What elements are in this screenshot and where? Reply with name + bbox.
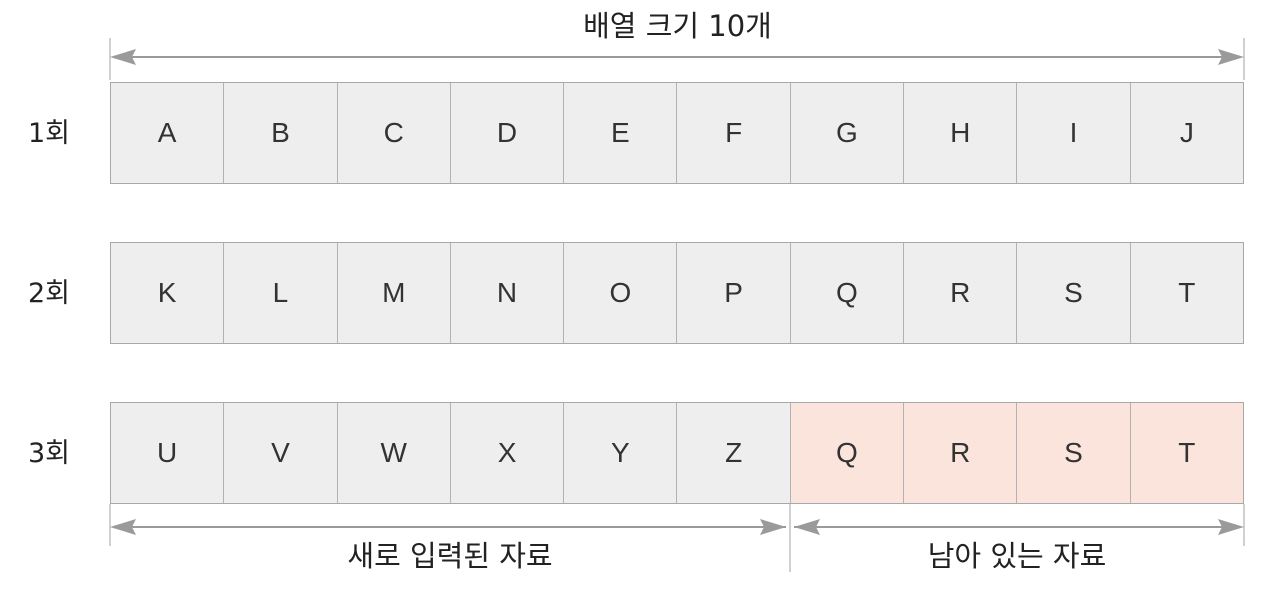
array-cell: M: [337, 243, 451, 343]
array-size-arrow: [109, 38, 1245, 80]
array-cell: U: [111, 403, 225, 503]
remaining-data-label: 남아 있는 자료: [927, 539, 1107, 573]
row-label-1: 1회: [28, 118, 71, 149]
array-cell: Y: [564, 403, 678, 503]
array-cell: H: [904, 83, 1018, 183]
array-cell: V: [224, 403, 338, 503]
array-cell: O: [564, 243, 678, 343]
array-row-2: K L M N O P Q R S T: [110, 242, 1244, 344]
array-row-3: U V W X Y Z Q R S T: [110, 402, 1244, 504]
array-cell: C: [337, 83, 451, 183]
array-cell: I: [1017, 83, 1131, 183]
array-cell: F: [677, 83, 791, 183]
row-label-3: 3회: [28, 438, 71, 469]
array-size-label: 배열 크기 10개: [583, 9, 772, 43]
array-cell: Q: [790, 243, 905, 343]
array-cell: K: [111, 243, 225, 343]
row-label-2: 2회: [28, 278, 71, 309]
array-cell: S: [1017, 243, 1131, 343]
array-cell: J: [1130, 83, 1243, 183]
new-data-arrow: [109, 504, 791, 572]
array-cell: T: [1130, 243, 1243, 343]
array-cell: W: [337, 403, 451, 503]
array-cell: G: [790, 83, 905, 183]
array-cell: N: [450, 243, 565, 343]
remaining-data-arrow: [794, 504, 1245, 546]
array-cell: D: [450, 83, 565, 183]
remaining-cell: T: [1130, 403, 1243, 503]
remaining-cell: Q: [790, 403, 905, 503]
array-cell: P: [677, 243, 791, 343]
array-cell: Z: [677, 403, 791, 503]
array-cell: R: [904, 243, 1018, 343]
array-cell: B: [224, 83, 338, 183]
array-cell: E: [564, 83, 678, 183]
remaining-cell: S: [1017, 403, 1131, 503]
new-data-label: 새로 입력된 자료: [347, 539, 553, 573]
array-row-1: A B C D E F G H I J: [110, 82, 1244, 184]
array-cell: X: [450, 403, 565, 503]
array-cell: L: [224, 243, 338, 343]
array-cell: A: [111, 83, 225, 183]
remaining-cell: R: [904, 403, 1018, 503]
